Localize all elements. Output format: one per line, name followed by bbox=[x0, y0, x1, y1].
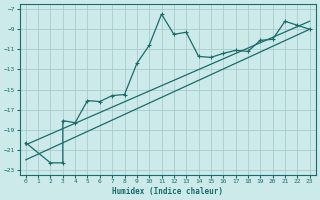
X-axis label: Humidex (Indice chaleur): Humidex (Indice chaleur) bbox=[112, 187, 223, 196]
